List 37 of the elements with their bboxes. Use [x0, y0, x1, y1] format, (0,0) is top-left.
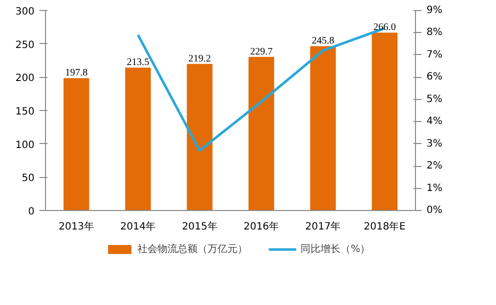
- x-tick-label: 2018年E: [364, 220, 406, 232]
- legend-label: 社会物流总额（万亿元）: [138, 242, 248, 256]
- y2-tick-label: 2%: [426, 160, 442, 172]
- y2-tick-label: 0%: [426, 205, 442, 216]
- bar: [248, 56, 274, 210]
- data-label: 245.8: [312, 36, 334, 47]
- y-tick-label: 100: [15, 140, 35, 151]
- legend-label: 同比增长（%）: [300, 242, 370, 256]
- y-tick-label: 0: [28, 206, 35, 218]
- y2-tick-label: 3%: [426, 138, 442, 150]
- data-label: 266.0: [373, 22, 396, 34]
- bar: [125, 68, 151, 210]
- x-tick-label: 2014年: [120, 220, 156, 232]
- bar: [372, 32, 398, 210]
- y2-tick-label: 7%: [426, 49, 442, 60]
- y-tick-label: 50: [22, 173, 35, 184]
- bar: [310, 46, 336, 210]
- x-tick-label: 2017年: [305, 220, 341, 232]
- y-tick-label: 200: [15, 73, 35, 84]
- data-label: 219.2: [188, 53, 211, 64]
- y2-tick-label: 1%: [426, 182, 442, 194]
- x-tick-label: 2015年: [182, 220, 218, 232]
- data-label: 229.7: [250, 46, 273, 58]
- data-label: 213.5: [126, 57, 150, 68]
- y2-tick-label: 6%: [426, 72, 442, 83]
- y-tick-label: 150: [15, 106, 35, 118]
- y-tick-label: 300: [15, 6, 35, 18]
- y2-tick-label: 4%: [426, 116, 442, 128]
- data-label: 197.8: [65, 68, 88, 79]
- y2-tick-label: 5%: [426, 94, 442, 105]
- x-tick-label: 2013年: [58, 220, 94, 232]
- y2-tick-label: 8%: [426, 27, 442, 38]
- bar: [64, 78, 90, 210]
- x-tick-label: 2016年: [244, 220, 280, 232]
- bar: [186, 64, 212, 210]
- y-tick-label: 250: [15, 40, 35, 51]
- y2-tick-label: 9%: [426, 5, 442, 16]
